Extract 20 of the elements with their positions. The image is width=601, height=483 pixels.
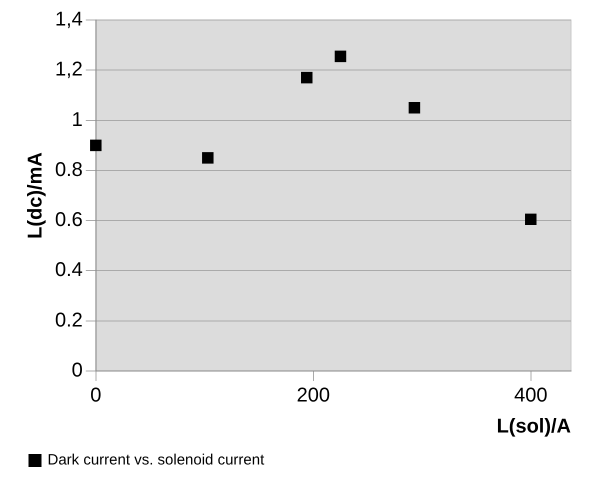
x-tick-label: 400	[514, 384, 548, 407]
x-tick-label: 0	[90, 384, 102, 407]
y-axis-title: L(dc)/mA	[24, 152, 47, 239]
point	[525, 214, 537, 226]
y-tick-label: 0.4	[54, 259, 83, 282]
point	[202, 152, 214, 164]
x-axis-title: L(sol)/A	[496, 416, 571, 438]
y-tick-label: 0.2	[54, 309, 83, 332]
y-tick-label: 0.8	[54, 158, 83, 181]
legend-label: Dark current vs. solenoid current	[48, 452, 266, 469]
x-tick-label: 200	[296, 384, 330, 407]
y-tick-label: 1,2	[54, 58, 83, 81]
y-tick-label: 1,4	[54, 8, 83, 31]
point	[334, 50, 346, 62]
point	[90, 140, 102, 152]
y-tick-label: 1	[72, 108, 83, 131]
point	[301, 72, 313, 84]
point	[408, 102, 420, 114]
y-tick-label: 0.6	[54, 209, 83, 232]
y-tick-label: 0	[72, 360, 83, 382]
